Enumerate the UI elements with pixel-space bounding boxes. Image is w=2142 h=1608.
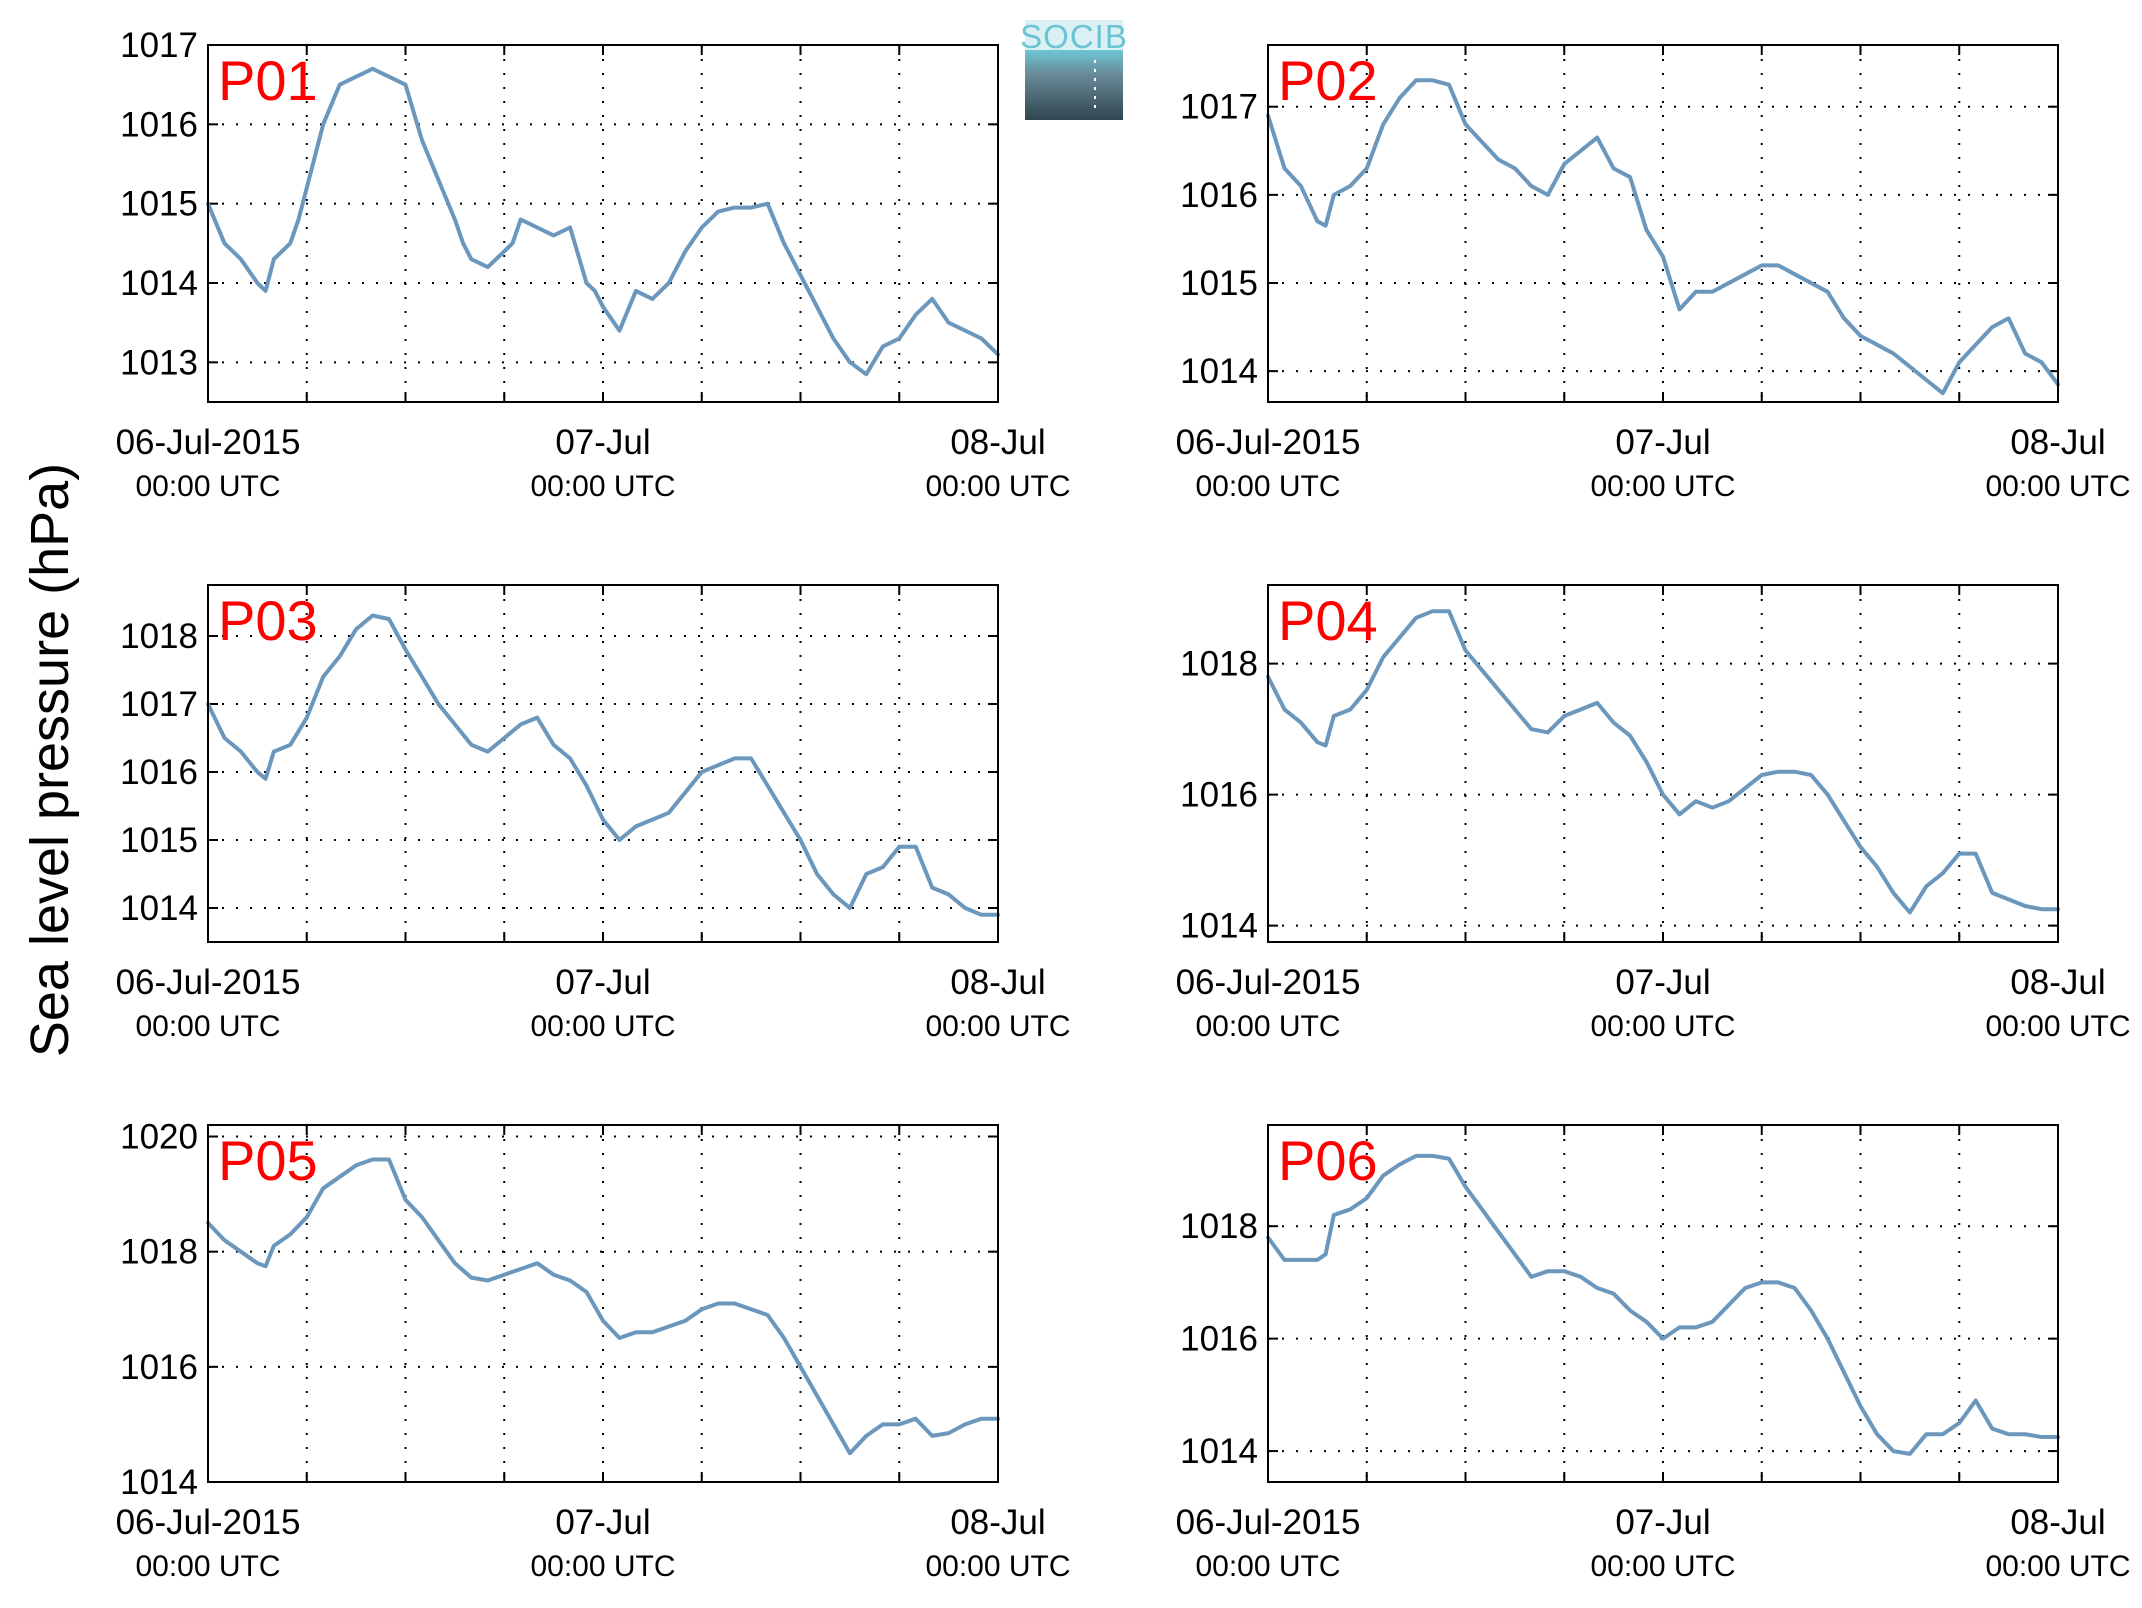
x-tick-label: 06-Jul-2015 bbox=[116, 963, 301, 1002]
panel-label: P02 bbox=[1278, 49, 1378, 112]
chart-panel-p01: 1013 1014 1015 1016 1017 06-Jul-2015 00:00 UTC… bbox=[116, 26, 1071, 503]
y-tick-label: 1014 bbox=[1180, 907, 1258, 946]
series-line-p01 bbox=[206, 66, 1000, 377]
x-tick-sublabel: 00:00 UTC bbox=[1590, 470, 1735, 503]
y-tick-label: 1014 bbox=[1180, 352, 1258, 391]
y-tick-label: 1014 bbox=[120, 889, 198, 928]
x-tick-label: 07-Jul bbox=[1615, 963, 1710, 1002]
y-tick-label: 1015 bbox=[1180, 264, 1258, 303]
y-tick-label: 1017 bbox=[120, 26, 198, 65]
series-line-p04 bbox=[1266, 609, 2060, 915]
x-tick-sublabel: 00:00 UTC bbox=[925, 1550, 1070, 1583]
x-tick-label: 08-Jul bbox=[2010, 1503, 2105, 1542]
axes-frame bbox=[1267, 1124, 2059, 1483]
x-tick-label: 06-Jul-2015 bbox=[1176, 963, 1361, 1002]
y-tick-label: 1015 bbox=[120, 185, 198, 224]
x-tick-sublabel: 00:00 UTC bbox=[925, 1010, 1070, 1043]
chart-panel-p03: 1014 1015 1016 1017 1018 06-Jul-2015 00:00 UTC… bbox=[116, 584, 1071, 1043]
y-tick-label: 1016 bbox=[120, 1348, 198, 1387]
x-tick-label: 08-Jul bbox=[2010, 423, 2105, 462]
panel-label: P05 bbox=[218, 1129, 318, 1192]
x-tick-sublabel: 00:00 UTC bbox=[1985, 1010, 2130, 1043]
panel-label: P04 bbox=[1278, 589, 1378, 652]
x-tick-sublabel: 00:00 UTC bbox=[1590, 1010, 1735, 1043]
x-tick-sublabel: 00:00 UTC bbox=[1590, 1550, 1735, 1583]
x-tick-sublabel: 00:00 UTC bbox=[135, 470, 280, 503]
x-tick-label: 06-Jul-2015 bbox=[1176, 1503, 1361, 1542]
chart-panel-p02: 1014 1015 1016 1017 06-Jul-2015 00:00 UTC 07-J… bbox=[1176, 44, 2131, 503]
axes-frame bbox=[207, 1124, 999, 1483]
x-tick-label: 07-Jul bbox=[1615, 1503, 1710, 1542]
chart-panel-p04: 1014 1016 1018 06-Jul-2015 00:00 UTC 07-Jul 00… bbox=[1176, 584, 2131, 1043]
axes-frame bbox=[1267, 44, 2059, 403]
x-tick-label: 08-Jul bbox=[950, 1503, 1045, 1542]
y-tick-label: 1016 bbox=[1180, 176, 1258, 215]
y-axis-label: Sea level pressure (hPa) bbox=[20, 463, 80, 1057]
y-tick-label: 1017 bbox=[1180, 88, 1258, 127]
x-tick-label: 07-Jul bbox=[555, 963, 650, 1002]
x-tick-sublabel: 00:00 UTC bbox=[1195, 1010, 1340, 1043]
x-tick-sublabel: 00:00 UTC bbox=[135, 1010, 280, 1043]
x-tick-sublabel: 00:00 UTC bbox=[135, 1550, 280, 1583]
y-tick-label: 1016 bbox=[1180, 1320, 1258, 1359]
chart-panel-p05: 1014 1016 1018 1020 06-Jul-2015 00:00 UTC 07-J… bbox=[116, 1118, 1071, 1583]
panel-label: P06 bbox=[1278, 1129, 1378, 1192]
x-tick-label: 08-Jul bbox=[950, 423, 1045, 462]
axes-frame bbox=[207, 584, 999, 943]
y-tick-label: 1020 bbox=[120, 1118, 198, 1157]
y-tick-label: 1018 bbox=[120, 617, 198, 656]
y-tick-label: 1013 bbox=[120, 343, 198, 382]
axes-frame bbox=[207, 44, 999, 403]
x-tick-sublabel: 00:00 UTC bbox=[530, 1550, 675, 1583]
y-tick-label: 1017 bbox=[120, 685, 198, 724]
x-tick-label: 06-Jul-2015 bbox=[116, 423, 301, 462]
panel-label: P01 bbox=[218, 49, 318, 112]
y-tick-label: 1016 bbox=[1180, 776, 1258, 815]
x-tick-label: 08-Jul bbox=[950, 963, 1045, 1002]
y-tick-label: 1018 bbox=[120, 1233, 198, 1272]
y-tick-label: 1016 bbox=[120, 105, 198, 144]
y-tick-label: 1016 bbox=[120, 753, 198, 792]
x-tick-label: 06-Jul-2015 bbox=[116, 1503, 301, 1542]
socib-logo: SOCIB bbox=[1020, 18, 1128, 120]
y-tick-label: 1014 bbox=[120, 1463, 198, 1502]
x-tick-label: 06-Jul-2015 bbox=[1176, 423, 1361, 462]
x-tick-sublabel: 00:00 UTC bbox=[1195, 1550, 1340, 1583]
x-tick-sublabel: 00:00 UTC bbox=[1985, 1550, 2130, 1583]
x-tick-sublabel: 00:00 UTC bbox=[1195, 470, 1340, 503]
chart-panel-p06: 1014 1016 1018 06-Jul-2015 00:00 UTC 07-Jul 00… bbox=[1176, 1124, 2131, 1583]
x-tick-label: 07-Jul bbox=[555, 1503, 650, 1542]
series-line-p02 bbox=[1266, 78, 2060, 396]
series-line-p06 bbox=[1266, 1153, 2060, 1456]
panel-label: P03 bbox=[218, 589, 318, 652]
y-tick-label: 1018 bbox=[1180, 645, 1258, 684]
x-tick-label: 07-Jul bbox=[555, 423, 650, 462]
y-tick-label: 1018 bbox=[1180, 1207, 1258, 1246]
x-tick-sublabel: 00:00 UTC bbox=[1985, 470, 2130, 503]
x-tick-label: 07-Jul bbox=[1615, 423, 1710, 462]
y-tick-label: 1015 bbox=[120, 821, 198, 860]
axes-frame bbox=[1267, 584, 2059, 943]
x-tick-label: 08-Jul bbox=[2010, 963, 2105, 1002]
logo-text: SOCIB bbox=[1020, 18, 1128, 55]
x-tick-sublabel: 00:00 UTC bbox=[925, 470, 1070, 503]
series-line-p05 bbox=[206, 1157, 1000, 1456]
x-tick-sublabel: 00:00 UTC bbox=[530, 470, 675, 503]
y-tick-label: 1014 bbox=[1180, 1432, 1258, 1471]
y-tick-label: 1014 bbox=[120, 264, 198, 303]
x-tick-sublabel: 00:00 UTC bbox=[530, 1010, 675, 1043]
series-line-p03 bbox=[206, 613, 1000, 917]
